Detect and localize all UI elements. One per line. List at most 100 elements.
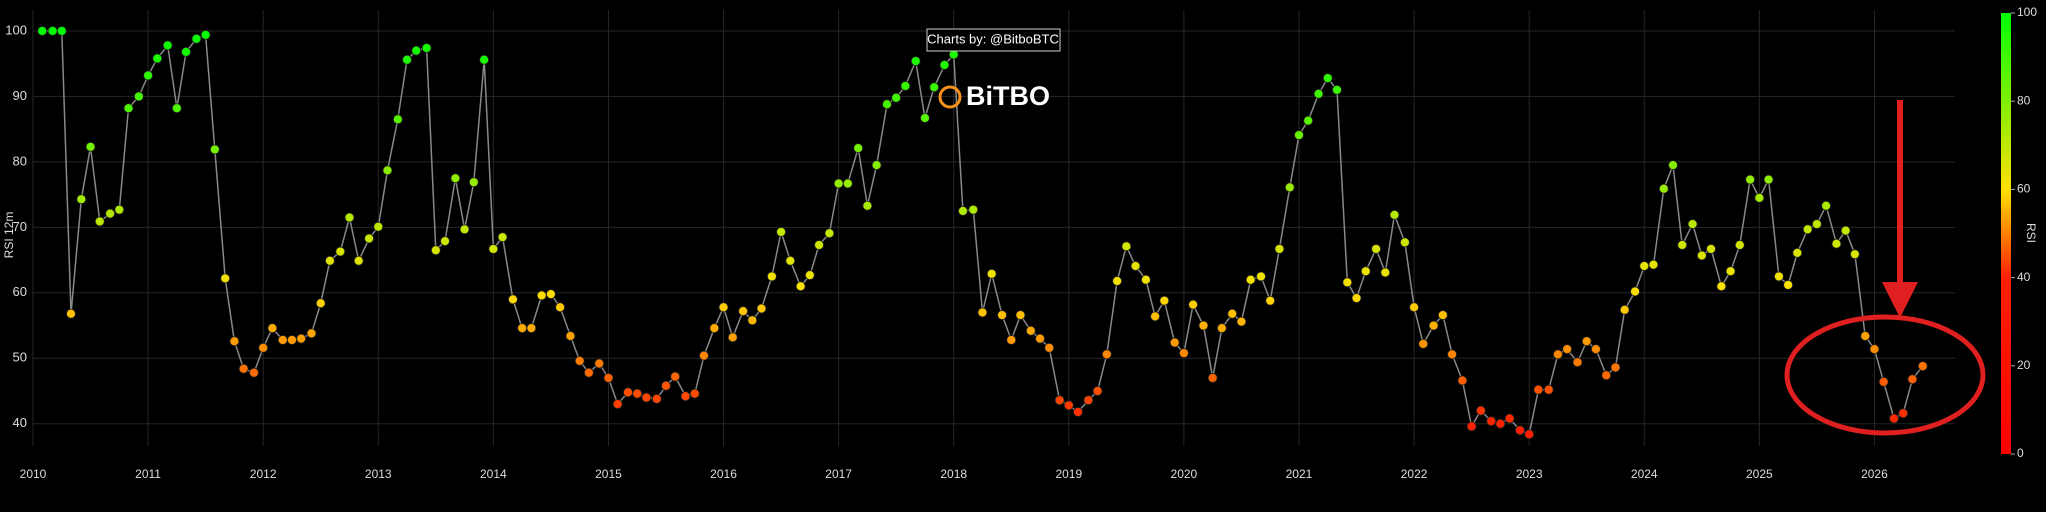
point (1265, 295, 1276, 306)
point (1227, 308, 1238, 319)
point (871, 160, 882, 171)
point (1015, 310, 1026, 320)
point (287, 335, 297, 345)
point (200, 29, 211, 40)
point (1322, 73, 1333, 83)
point (133, 91, 144, 102)
point (1716, 281, 1727, 292)
point (842, 178, 853, 189)
point (1236, 316, 1247, 327)
point (862, 200, 873, 211)
point (1389, 210, 1400, 220)
point (1860, 331, 1871, 341)
point (1054, 395, 1065, 406)
x-tick-label: 2016 (710, 467, 737, 481)
point (1159, 295, 1170, 306)
point (785, 255, 796, 266)
point (641, 392, 652, 403)
point (364, 233, 374, 244)
y-tick-label: 90 (13, 88, 27, 103)
x-tick-label: 2026 (1861, 467, 1888, 481)
watermark: Charts by: @BitboBTC (927, 31, 1059, 46)
point (315, 298, 326, 309)
point (1763, 174, 1774, 185)
point (756, 303, 767, 314)
point (1591, 344, 1601, 355)
point (718, 302, 729, 313)
point (1495, 418, 1506, 429)
point (968, 204, 979, 215)
point (1342, 277, 1353, 288)
point (47, 26, 58, 36)
point (76, 194, 87, 205)
point (1332, 84, 1342, 95)
point (1504, 413, 1515, 424)
point (1006, 335, 1017, 345)
point (392, 114, 403, 125)
point (1869, 344, 1880, 355)
point (1216, 323, 1227, 334)
point (85, 141, 96, 152)
point (1409, 302, 1419, 313)
x-tick-label: 2022 (1401, 467, 1428, 481)
point (1178, 348, 1189, 358)
point (680, 391, 691, 402)
point (814, 240, 824, 250)
point (670, 371, 681, 382)
y-tick-label: 60 (13, 284, 27, 299)
point (1025, 325, 1036, 336)
point (344, 212, 355, 223)
colorbar-ticks: 0 20 40 60 80 100 (2011, 5, 2037, 460)
y-tick-label: 40 (13, 415, 27, 430)
point (1754, 192, 1765, 203)
x-tick-label: 2024 (1631, 467, 1658, 481)
point (1831, 238, 1842, 249)
point (1648, 259, 1659, 270)
point (555, 302, 566, 313)
x-tick-label: 2018 (940, 467, 967, 481)
point (373, 221, 384, 232)
point (325, 255, 335, 266)
point (152, 53, 163, 64)
grid: 2010 2011 2012 2013 2014 2015 2016 2017 2018 2019… (5, 10, 1955, 481)
point (1907, 374, 1918, 385)
point (804, 270, 815, 281)
point (56, 26, 67, 36)
x-tick-label: 2020 (1171, 467, 1198, 481)
y-tick-label: 50 (13, 350, 27, 365)
point (191, 33, 202, 44)
point (162, 40, 173, 51)
point (1466, 421, 1477, 432)
point (689, 388, 700, 399)
point (497, 232, 508, 243)
point (1112, 276, 1123, 286)
colorbar-tick-label: 80 (2017, 93, 2031, 107)
point (910, 56, 921, 66)
point (882, 99, 892, 110)
point (249, 367, 259, 378)
y-axis-title: RSI 12m (2, 212, 16, 259)
point (1475, 405, 1486, 416)
point (94, 216, 105, 227)
point (171, 103, 182, 114)
point (1802, 224, 1813, 235)
point (699, 350, 709, 361)
y-tick-label: 80 (13, 153, 27, 168)
point (1677, 240, 1688, 250)
point (114, 204, 125, 215)
point (1917, 361, 1928, 372)
colorbar-tick-label: 20 (2017, 358, 2031, 372)
point (1073, 407, 1083, 417)
plot-area (37, 26, 1928, 440)
point (1150, 311, 1161, 322)
point (517, 323, 528, 334)
x-tick-label: 2019 (1055, 467, 1082, 481)
point (277, 335, 288, 345)
point (105, 208, 116, 219)
point (267, 323, 278, 334)
point (1245, 274, 1256, 285)
point (1044, 342, 1055, 353)
y-tick-label: 70 (13, 219, 27, 234)
point (229, 336, 240, 347)
